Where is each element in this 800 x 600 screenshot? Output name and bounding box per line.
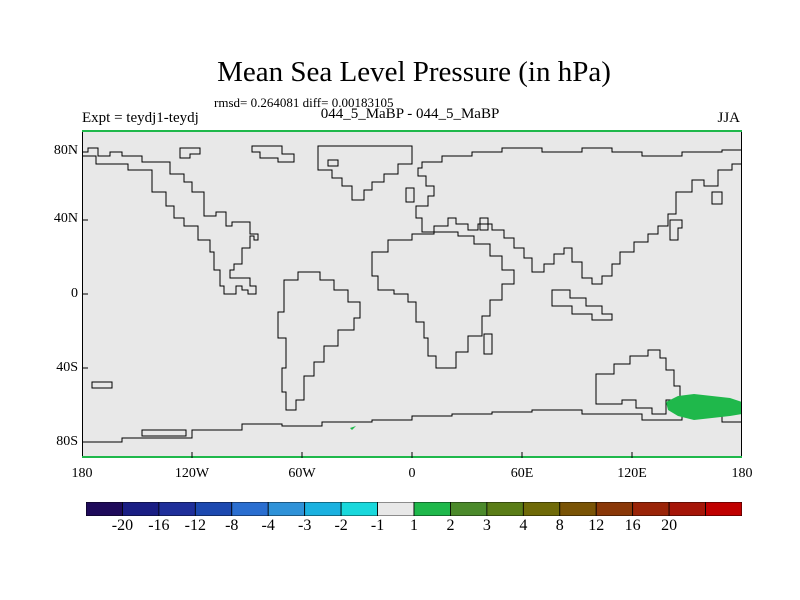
lon-label-180e: 180 <box>731 466 753 481</box>
colorbar-label-14: 16 <box>624 517 641 534</box>
australia-coast <box>595 349 681 415</box>
antarctic-peninsula <box>141 429 187 437</box>
greenland-coast <box>317 145 413 201</box>
colorbar-label-10: 3 <box>482 517 491 534</box>
colorbar-label-12: 8 <box>555 517 564 534</box>
arctic-islands <box>251 145 295 163</box>
eurasia-coast <box>415 147 742 285</box>
lon-label-60e: 60E <box>510 466 534 481</box>
antarctica-coast <box>82 409 742 443</box>
southeast-asia-islands <box>551 289 613 321</box>
lon-label-180w: 180 <box>71 466 93 481</box>
colorbar-swatch-10 <box>450 502 488 516</box>
colorbar-swatch-5 <box>267 502 306 516</box>
lat-label-80s: 80S <box>56 434 78 449</box>
colorbar-label-9: 2 <box>446 517 455 534</box>
pressure-anomaly-1to2 <box>666 394 742 420</box>
colorbar-label-13: 12 <box>588 517 605 534</box>
canadian-arctic <box>179 147 201 159</box>
colorbar-swatch-17 <box>705 502 742 516</box>
lon-label-0: 0 <box>408 466 416 481</box>
lon-label-120w: 120W <box>174 466 210 481</box>
colorbar-label-2: -12 <box>184 517 206 534</box>
plot-title: Mean Sea Level Pressure (in hPa) <box>217 56 611 88</box>
colorbar <box>86 502 742 516</box>
north-america-coast <box>82 147 259 295</box>
africa-coast <box>371 231 515 369</box>
lat-label-0: 0 <box>71 286 78 301</box>
lat-label-40s: 40S <box>56 360 78 375</box>
iceland-coast <box>327 159 339 167</box>
colorbar-swatch-13 <box>559 502 597 516</box>
colorbar-label-0: -20 <box>111 517 134 534</box>
caspian-sea <box>479 217 489 231</box>
world-map <box>82 130 742 458</box>
colorbar-label-4: -4 <box>261 517 275 534</box>
stats-text: rmsd= 0.264081 diff= 0.00183105 <box>214 95 394 110</box>
colorbar-swatch-15 <box>632 502 670 516</box>
south-america-coast <box>277 271 361 411</box>
lon-label-120e: 120E <box>617 466 647 481</box>
experiment-label: Expt = teydj1-teydj <box>82 110 199 126</box>
kamchatka <box>711 191 723 205</box>
lat-label-40n: 40N <box>53 211 78 226</box>
colorbar-swatch-0 <box>86 502 123 516</box>
season-label: JJA <box>717 110 740 126</box>
anomaly-speck-atlantic <box>350 426 356 430</box>
colorbar-swatch-4 <box>231 502 269 516</box>
colorbar-swatch-12 <box>522 502 561 516</box>
colorbar-swatch-3 <box>194 502 233 516</box>
lon-label-60w: 60W <box>288 466 316 481</box>
japan <box>669 219 683 241</box>
colorbar-swatch-6 <box>304 502 342 516</box>
axis-ticks <box>82 151 633 458</box>
colorbar-swatch-14 <box>595 502 634 516</box>
british-isles <box>405 187 415 203</box>
colorbar-swatch-1 <box>122 502 160 516</box>
colorbar-label-7: -1 <box>370 517 385 534</box>
period-label: 044_5_MaBP - 044_5_MaBP <box>320 106 500 122</box>
colorbar-swatch-16 <box>668 502 706 516</box>
falkland-area <box>91 381 113 389</box>
colorbar-label-3: -8 <box>225 517 239 534</box>
colorbar-swatch-7 <box>340 502 378 516</box>
lat-label-80n: 80N <box>53 143 78 158</box>
colorbar-label-11: 4 <box>519 517 528 534</box>
colorbar-swatch-8 <box>377 502 415 516</box>
coastlines <box>82 145 742 443</box>
colorbar-label-15: 20 <box>661 517 678 534</box>
colorbar-swatch-9 <box>413 502 451 516</box>
colorbar-label-1: -16 <box>148 517 170 534</box>
madagascar <box>483 333 493 355</box>
colorbar-swatch-2 <box>158 502 196 516</box>
colorbar-swatch-11 <box>486 502 524 516</box>
colorbar-label-6: -2 <box>334 517 348 534</box>
colorbar-label-8: 1 <box>410 517 418 534</box>
colorbar-label-5: -3 <box>297 517 312 534</box>
map-background <box>82 130 742 458</box>
